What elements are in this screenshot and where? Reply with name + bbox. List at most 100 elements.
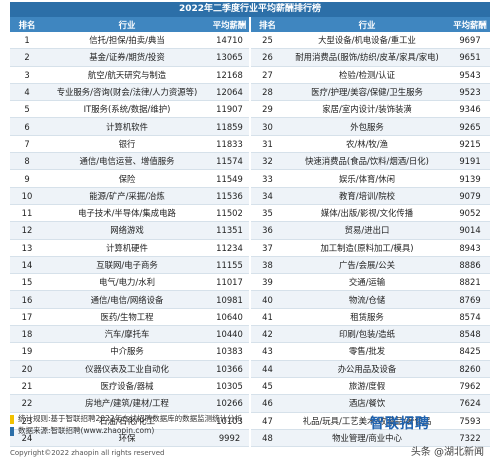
table-row: 1 信托/担保/拍卖/典当 14710 25 大型设备/机电设备/重工业 9697: [10, 32, 490, 50]
table-row: 19 中介服务 10383 43 零售/批发 8425: [10, 342, 490, 361]
rank-cell: 31: [249, 135, 284, 154]
table-row: 20 仪器仪表及工业自动化 10366 44 办公用品及设备 8260: [10, 360, 490, 378]
salary-cell: 10383: [210, 342, 250, 361]
rank-cell: 19: [10, 342, 44, 361]
salary-cell: 10103: [210, 412, 250, 430]
salary-cell: 14710: [210, 32, 250, 50]
rank-cell: 22: [10, 394, 44, 413]
industry-cell: 大型设备/机电设备/重工业: [284, 32, 450, 50]
salary-cell: 12168: [210, 66, 250, 84]
industry-cell: 贸易/进出口: [284, 221, 450, 240]
rank-cell: 11: [10, 204, 44, 223]
table-row: 5 IT服务(系统/数据/维护) 11907 29 家居/室内设计/装饰装潢 9346: [10, 100, 490, 119]
rank-cell: 38: [249, 256, 284, 275]
rank-cell: 48: [249, 429, 284, 448]
salary-cell: 11502: [210, 204, 250, 223]
salary-cell: 10440: [210, 325, 250, 344]
industry-cell: 农/林/牧/渔: [284, 135, 450, 154]
zhaopin-logo: 智联招聘: [370, 416, 430, 432]
table-row: 2 基金/证券/期货/投资 13065 26 耐用消费品(服饰/纺织/皮革/家具/家电)…: [10, 48, 490, 67]
salary-cell: 10266: [210, 394, 250, 413]
rank-cell: 24: [10, 429, 44, 448]
industry-cell: 能源/矿产/采掘/冶炼: [44, 187, 210, 205]
rank-cell: 27: [249, 66, 284, 84]
rank-cell: 4: [10, 83, 44, 102]
rank-cell: 28: [249, 83, 284, 102]
footer-source: 数据来源:智联招聘(www.zhaopin.com): [18, 426, 155, 435]
industry-cell: 教育/培训/院校: [284, 187, 450, 205]
header-salary-left: 平均薪酬: [210, 17, 250, 32]
salary-cell: 8821: [450, 273, 490, 292]
salary-cell: 11833: [210, 135, 250, 154]
rank-cell: 7: [10, 135, 44, 154]
header-salary-right: 平均薪酬: [450, 17, 490, 32]
table-row: 6 计算机软件 11859 30 外包服务 9265: [10, 117, 490, 136]
rank-cell: 1: [10, 32, 44, 50]
industry-cell: 保险: [44, 169, 210, 188]
blue-marker-icon: [10, 426, 14, 436]
rank-cell: 25: [249, 32, 284, 50]
rank-cell: 13: [10, 239, 44, 257]
industry-cell: 交通/运输: [284, 273, 450, 292]
salary-cell: 12064: [210, 83, 250, 102]
salary-cell: 8886: [450, 256, 490, 275]
salary-cell: 9014: [450, 221, 490, 240]
table-header-row: 排名 行业 平均薪酬 排名 行业 平均薪酬: [10, 17, 490, 32]
industry-cell: 租赁服务: [284, 308, 450, 327]
footer-rule-line: 统计规则:基于智联招聘2022年在线招聘数据库的数据监测统计分析: [10, 413, 490, 425]
table-row: 12 网络游戏 11351 36 贸易/进出口 9014: [10, 221, 490, 240]
rank-cell: 15: [10, 273, 44, 292]
salary-cell: 7624: [450, 394, 490, 413]
industry-cell: 广告/会展/公关: [284, 256, 450, 275]
rank-cell: 16: [10, 290, 44, 309]
table-row: 8 通信/电信运营、增值服务 11574 32 快速消费品(食品/饮料/烟酒/日化) 91…: [10, 152, 490, 171]
rank-cell: 30: [249, 117, 284, 136]
salary-cell: 9651: [450, 48, 490, 67]
watermark: 头条 @湖北新闻: [410, 447, 484, 458]
salary-cell: 9265: [450, 117, 490, 136]
industry-cell: 媒体/出版/影视/文化传播: [284, 204, 450, 223]
industry-cell: 酒店/餐饮: [284, 394, 450, 413]
salary-cell: 8769: [450, 290, 490, 309]
salary-cell: 9523: [450, 83, 490, 102]
rank-cell: 14: [10, 256, 44, 275]
salary-cell: 9346: [450, 100, 490, 119]
industry-cell: 通信/电信/网络设备: [44, 290, 210, 309]
salary-cell: 7962: [450, 377, 490, 396]
industry-cell: 礼品/玩具/工艺美术/收藏品/奢侈品: [284, 412, 450, 430]
rank-cell: 35: [249, 204, 284, 223]
header-rank-right: 排名: [249, 17, 284, 32]
salary-cell: 9052: [450, 204, 490, 223]
rank-cell: 18: [10, 325, 44, 344]
rank-cell: 40: [249, 290, 284, 309]
table-row: 17 医药/生物工程 10640 41 租赁服务 8574: [10, 308, 490, 327]
industry-cell: 计算机软件: [44, 117, 210, 136]
industry-cell: 零售/批发: [284, 342, 450, 361]
footer-copyright: Copyright©2022 zhaopin all rights reserv…: [10, 449, 165, 457]
industry-cell: 家居/室内设计/装饰装潢: [284, 100, 450, 119]
industry-cell: 互联网/电子商务: [44, 256, 210, 275]
rank-cell: 42: [249, 325, 284, 344]
rank-cell: 44: [249, 360, 284, 378]
industry-cell: 电气/电力/水利: [44, 273, 210, 292]
salary-cell: 11017: [210, 273, 250, 292]
industry-cell: 娱乐/体育/休闲: [284, 169, 450, 188]
industry-cell: 印刷/包装/造纸: [284, 325, 450, 344]
rank-cell: 46: [249, 394, 284, 413]
table-row: 14 互联网/电子商务 11155 38 广告/会展/公关 8886: [10, 256, 490, 275]
salary-cell: 11234: [210, 239, 250, 257]
table-row: 13 计算机硬件 11234 37 加工制造(原料加工/模具) 8943: [10, 239, 490, 257]
salary-cell: 11859: [210, 117, 250, 136]
rank-cell: 37: [249, 239, 284, 257]
industry-cell: 医药/生物工程: [44, 308, 210, 327]
rank-cell: 23: [10, 412, 44, 430]
industry-cell: 电子技术/半导体/集成电路: [44, 204, 210, 223]
table-row: 18 汽车/摩托车 10440 42 印刷/包装/造纸 8548: [10, 325, 490, 344]
salary-cell: 9079: [450, 187, 490, 205]
salary-cell: 10305: [210, 377, 250, 396]
salary-cell: 8943: [450, 239, 490, 257]
industry-cell: 基金/证券/期货/投资: [44, 48, 210, 67]
salary-cell: 11536: [210, 187, 250, 205]
table-row: 22 房地产/建筑/建材/工程 10266 46 酒店/餐饮 7624: [10, 394, 490, 413]
